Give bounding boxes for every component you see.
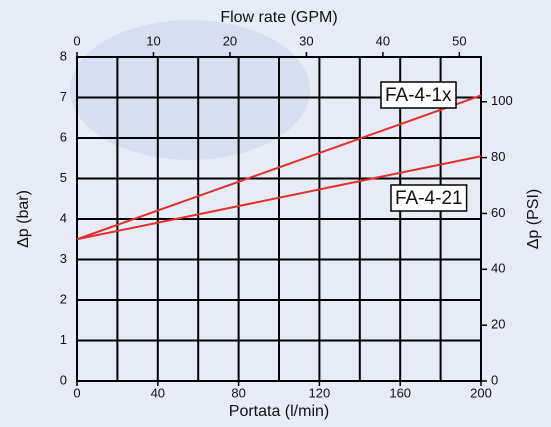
y-axis-title: Δp (bar) [15, 190, 32, 248]
y2-tick-label: 100 [491, 93, 513, 108]
series-line [76, 94, 482, 241]
x2-tick-label: 0 [73, 33, 80, 48]
x-tick-label: 120 [309, 385, 331, 400]
x-tick-label: 80 [231, 385, 245, 400]
series-label-box [390, 184, 468, 212]
y-tick-label: 8 [60, 48, 67, 63]
y2-axis-title: Δp (PSI) [525, 189, 542, 249]
series-line [76, 155, 482, 241]
x2-tick-label: 40 [376, 33, 390, 48]
plot-frame [76, 56, 482, 382]
y2-tick-label: 80 [491, 149, 505, 164]
x-tick-label: 0 [73, 385, 80, 400]
x2-tick-label: 30 [299, 33, 313, 48]
x2-axis-title: Flow rate (GPM) [220, 9, 337, 26]
x-tick-label: 160 [389, 385, 411, 400]
y-tick-label: 1 [60, 332, 67, 347]
y2-tick-label: 60 [491, 205, 505, 220]
y-tick-label: 3 [60, 251, 67, 266]
x-tick-label: 40 [151, 385, 165, 400]
y2-tick-label: 20 [491, 317, 505, 332]
x2-tick-label: 10 [146, 33, 160, 48]
series-label: FA-4-1x [385, 85, 452, 106]
y-tick-label: 2 [60, 291, 67, 306]
y-tick-label: 0 [60, 372, 67, 387]
y2-tick-label: 0 [491, 372, 498, 387]
y-tick-label: 7 [60, 89, 67, 104]
x2-tick-label: 50 [452, 33, 466, 48]
series-label-box [380, 81, 457, 109]
y-tick-label: 4 [60, 210, 67, 225]
background-blob [70, 20, 310, 160]
x-axis-title: Portata (l/min) [229, 403, 329, 420]
series-label: FA-4-21 [395, 188, 463, 209]
y2-tick-label: 40 [491, 261, 505, 276]
x-tick-label: 200 [470, 385, 492, 400]
y-tick-label: 5 [60, 170, 67, 185]
y-tick-label: 6 [60, 129, 67, 144]
x2-tick-label: 20 [223, 33, 237, 48]
